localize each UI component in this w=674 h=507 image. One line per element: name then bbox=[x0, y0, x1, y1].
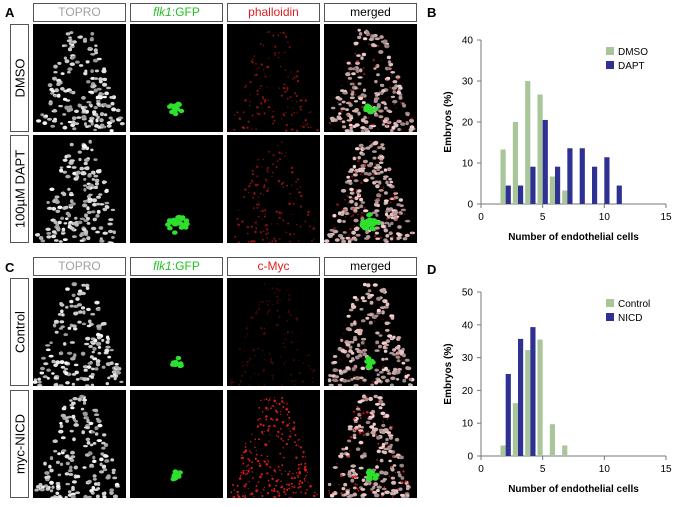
x-tick-label: 0 bbox=[478, 212, 484, 223]
bar-control bbox=[537, 339, 543, 456]
micrograph-nuclei bbox=[33, 390, 126, 498]
y-tick-label: 20 bbox=[462, 118, 474, 129]
y-tick-label: 30 bbox=[462, 353, 474, 364]
x-tick-label: 10 bbox=[599, 212, 611, 223]
bar-dapt bbox=[505, 185, 511, 204]
bar-nicd bbox=[505, 374, 511, 456]
bar-dapt bbox=[592, 166, 598, 204]
x-axis-label: Number of endothelial cells bbox=[508, 484, 639, 495]
bar-dmso bbox=[562, 190, 568, 204]
x-tick-label: 0 bbox=[478, 464, 484, 475]
bar-control bbox=[562, 445, 568, 456]
col-header-flk1-gfp-c: flk1:GFP bbox=[130, 257, 223, 276]
micrograph-red bbox=[227, 278, 320, 386]
chart-d: 0 10 20 30 40 50 0 5 10 15 Number of endothelial c… bbox=[443, 288, 672, 496]
row-header-myc-nicd: myc-NICD bbox=[10, 390, 29, 498]
bar-nicd bbox=[518, 338, 524, 456]
x-axis-label: Number of endothelial cells bbox=[508, 232, 639, 243]
col-header-phalloidin: phalloidin bbox=[227, 3, 320, 22]
micrograph-merged bbox=[324, 24, 417, 132]
micrograph-red bbox=[227, 24, 320, 132]
panel-letter-c: C bbox=[5, 260, 15, 275]
gfp-suffix: :GFP bbox=[171, 5, 200, 19]
bar-dapt bbox=[542, 119, 548, 204]
row-header-dmso: DMSO bbox=[10, 24, 29, 132]
x-tick-label: 15 bbox=[660, 464, 672, 475]
x-tick-label: 5 bbox=[540, 212, 546, 223]
gene-name-flk1: flk1 bbox=[153, 259, 172, 273]
bar-dmso bbox=[537, 94, 543, 204]
legend-swatch-dmso bbox=[606, 47, 614, 55]
bar-control bbox=[512, 403, 518, 456]
y-tick-label: 30 bbox=[462, 77, 474, 88]
micrograph-gfp bbox=[130, 135, 223, 243]
bar-dapt bbox=[567, 148, 573, 204]
micrograph-gfp bbox=[130, 390, 223, 498]
y-tick-label: 20 bbox=[462, 386, 474, 397]
gene-name-flk1: flk1 bbox=[153, 5, 172, 19]
y-tick-label: 50 bbox=[462, 288, 474, 299]
bar-dmso bbox=[512, 122, 518, 204]
col-header-merged-a: merged bbox=[324, 3, 417, 22]
legend-label-dapt: DAPT bbox=[618, 61, 645, 72]
legend-label-control: Control bbox=[618, 299, 650, 310]
legend-swatch-dapt bbox=[606, 61, 614, 69]
bar-control bbox=[549, 424, 555, 456]
col-header-flk1-gfp-a: flk1:GFP bbox=[130, 3, 223, 22]
row-header-dapt: 100µM DAPT bbox=[10, 135, 29, 243]
micrograph-gfp bbox=[130, 278, 223, 386]
gfp-suffix: :GFP bbox=[171, 259, 200, 273]
y-tick-label: 40 bbox=[462, 320, 474, 331]
col-header-topro-c: TOPRO bbox=[33, 257, 126, 276]
bar-dapt bbox=[555, 166, 561, 204]
micrograph-merged bbox=[324, 278, 417, 386]
micrograph-merged bbox=[324, 135, 417, 243]
bar-control bbox=[500, 445, 506, 456]
y-tick-label: 10 bbox=[462, 159, 474, 170]
micrograph-nuclei bbox=[33, 278, 126, 386]
bar-dapt bbox=[604, 157, 610, 204]
y-tick-label: 0 bbox=[467, 200, 473, 211]
x-tick-label: 5 bbox=[540, 464, 546, 475]
bar-dmso bbox=[525, 81, 531, 204]
bar-dapt bbox=[530, 166, 536, 204]
x-tick-label: 10 bbox=[599, 464, 611, 475]
legend-swatch-control bbox=[606, 299, 614, 307]
bar-dmso bbox=[500, 149, 506, 204]
col-header-c-myc: c-Myc bbox=[227, 257, 320, 276]
bar-dapt bbox=[579, 148, 585, 204]
chart-b: 0 10 20 30 40 0 5 10 15 Number of endothelial cel… bbox=[443, 36, 672, 244]
bar-dapt bbox=[518, 185, 524, 204]
y-tick-label: 10 bbox=[462, 419, 474, 430]
micrograph-nuclei bbox=[33, 135, 126, 243]
panel-letter-a: A bbox=[5, 5, 15, 20]
bar-dapt bbox=[616, 185, 622, 204]
y-axis-label: Embryos (%) bbox=[443, 91, 454, 152]
bar-control bbox=[525, 350, 531, 456]
panel-letter-d: D bbox=[427, 262, 437, 277]
micrograph-gfp bbox=[130, 24, 223, 132]
legend-label-nicd: NICD bbox=[618, 313, 642, 324]
col-header-topro-a: TOPRO bbox=[33, 3, 126, 22]
legend-label-dmso: DMSO bbox=[618, 47, 648, 58]
micrograph-merged bbox=[324, 390, 417, 498]
y-axis-label: Embryos (%) bbox=[443, 343, 454, 404]
bar-nicd bbox=[530, 327, 536, 456]
x-tick-label: 15 bbox=[660, 212, 672, 223]
micrograph-red bbox=[227, 135, 320, 243]
y-tick-label: 40 bbox=[462, 36, 474, 47]
micrograph-nuclei bbox=[33, 24, 126, 132]
col-header-merged-c: merged bbox=[324, 257, 417, 276]
y-tick-label: 0 bbox=[467, 452, 473, 463]
row-header-control: Control bbox=[10, 278, 29, 386]
panel-letter-b: B bbox=[427, 5, 437, 20]
bar-dmso bbox=[549, 176, 555, 204]
legend-swatch-nicd bbox=[606, 313, 614, 321]
micrograph-red bbox=[227, 390, 320, 498]
